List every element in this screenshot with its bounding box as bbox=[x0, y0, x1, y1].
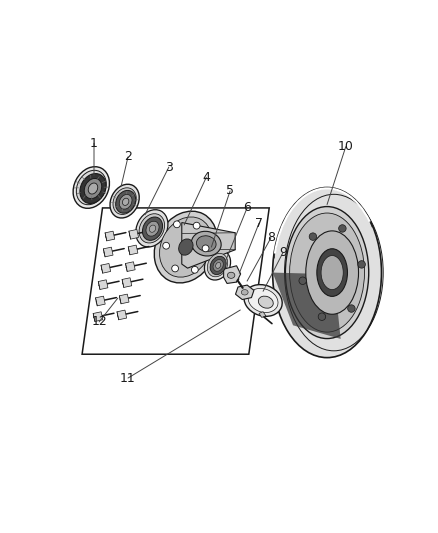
Ellipse shape bbox=[178, 239, 193, 255]
Circle shape bbox=[162, 243, 169, 249]
Ellipse shape bbox=[272, 188, 381, 358]
Ellipse shape bbox=[119, 195, 132, 209]
Polygon shape bbox=[117, 310, 127, 320]
Circle shape bbox=[338, 225, 345, 232]
Polygon shape bbox=[82, 208, 268, 354]
Ellipse shape bbox=[80, 174, 106, 204]
Ellipse shape bbox=[215, 262, 220, 268]
Circle shape bbox=[318, 313, 325, 320]
Ellipse shape bbox=[139, 214, 164, 243]
Ellipse shape bbox=[210, 256, 226, 274]
Text: 11: 11 bbox=[120, 372, 136, 384]
Ellipse shape bbox=[207, 253, 227, 277]
Ellipse shape bbox=[142, 217, 162, 240]
Polygon shape bbox=[181, 223, 235, 268]
Ellipse shape bbox=[122, 198, 129, 205]
Text: 1: 1 bbox=[90, 137, 98, 150]
Ellipse shape bbox=[110, 184, 139, 218]
Text: 9: 9 bbox=[278, 246, 286, 260]
Ellipse shape bbox=[84, 179, 102, 199]
Ellipse shape bbox=[285, 207, 368, 338]
Polygon shape bbox=[122, 278, 131, 287]
Circle shape bbox=[202, 245, 208, 252]
Text: 8: 8 bbox=[266, 231, 274, 244]
Circle shape bbox=[191, 266, 198, 273]
Text: 5: 5 bbox=[226, 184, 233, 197]
Polygon shape bbox=[235, 285, 253, 300]
Polygon shape bbox=[125, 262, 135, 271]
Ellipse shape bbox=[241, 289, 247, 295]
Ellipse shape bbox=[196, 236, 215, 252]
Polygon shape bbox=[128, 245, 138, 255]
Ellipse shape bbox=[146, 221, 159, 236]
Ellipse shape bbox=[247, 288, 277, 312]
Polygon shape bbox=[101, 263, 110, 273]
Ellipse shape bbox=[115, 190, 135, 213]
Text: 7: 7 bbox=[254, 217, 262, 230]
Circle shape bbox=[357, 261, 364, 268]
Ellipse shape bbox=[88, 183, 98, 194]
Polygon shape bbox=[93, 312, 102, 321]
Text: 2: 2 bbox=[124, 150, 132, 164]
Text: 6: 6 bbox=[243, 201, 251, 214]
Text: 12: 12 bbox=[91, 316, 107, 328]
Ellipse shape bbox=[191, 231, 221, 256]
Ellipse shape bbox=[289, 213, 364, 332]
Ellipse shape bbox=[212, 260, 223, 271]
Text: 4: 4 bbox=[202, 171, 210, 184]
Circle shape bbox=[193, 222, 200, 229]
Polygon shape bbox=[272, 272, 340, 339]
Ellipse shape bbox=[227, 272, 234, 278]
Circle shape bbox=[171, 265, 178, 272]
Ellipse shape bbox=[149, 225, 155, 232]
Ellipse shape bbox=[159, 217, 212, 277]
Ellipse shape bbox=[244, 285, 282, 316]
Ellipse shape bbox=[320, 255, 343, 289]
Text: 10: 10 bbox=[337, 140, 353, 153]
Ellipse shape bbox=[204, 250, 230, 280]
Polygon shape bbox=[223, 266, 240, 284]
Polygon shape bbox=[103, 247, 113, 257]
Polygon shape bbox=[129, 229, 138, 239]
Polygon shape bbox=[95, 296, 105, 306]
Ellipse shape bbox=[76, 171, 106, 205]
Circle shape bbox=[298, 277, 306, 285]
Polygon shape bbox=[105, 231, 114, 241]
Ellipse shape bbox=[316, 249, 347, 296]
Ellipse shape bbox=[154, 211, 217, 283]
Circle shape bbox=[173, 221, 180, 228]
Polygon shape bbox=[98, 280, 108, 289]
Circle shape bbox=[347, 305, 354, 312]
Circle shape bbox=[308, 233, 316, 240]
Ellipse shape bbox=[135, 209, 168, 247]
Ellipse shape bbox=[258, 296, 272, 308]
Polygon shape bbox=[258, 312, 265, 318]
Ellipse shape bbox=[113, 188, 136, 214]
Polygon shape bbox=[119, 294, 129, 304]
Text: 3: 3 bbox=[165, 160, 173, 174]
Ellipse shape bbox=[305, 231, 358, 314]
Ellipse shape bbox=[73, 167, 109, 208]
